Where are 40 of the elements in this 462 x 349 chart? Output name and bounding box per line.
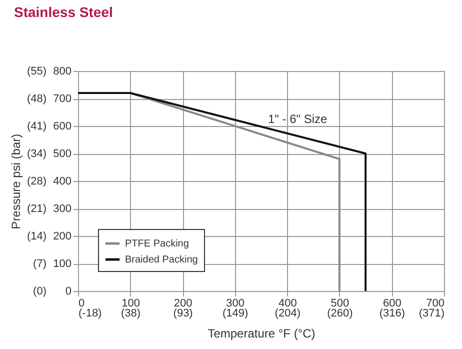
x2-tick-label: (371) [418, 308, 444, 320]
x-tick-label: 400 [278, 298, 297, 310]
y2-tick-label: (14) [26, 230, 46, 242]
x-tick-label: 100 [122, 298, 140, 310]
y2-tick-label: (48) [26, 93, 46, 106]
x2-tick-label: (260) [327, 308, 353, 320]
y-tick-label: 300 [53, 203, 72, 215]
y2-tick-label: (0) [33, 286, 46, 298]
y-tick-label: 200 [53, 230, 72, 242]
x-axis-title: Temperature °F (°C) [208, 326, 316, 340]
y-tick-label: 500 [53, 148, 72, 160]
x-tick-label: 200 [174, 298, 192, 310]
legend-label: Braided Packing [125, 254, 198, 266]
x-tick-label: 600 [383, 298, 402, 310]
y2-tick-label: (34) [26, 148, 46, 160]
y-tick-label: 800 [53, 66, 72, 78]
x-tick-label: 700 [426, 298, 444, 310]
y2-tick-label: (7) [33, 258, 46, 270]
x2-tick-label: (204) [274, 308, 300, 320]
y2-tick-label: (21) [26, 203, 46, 216]
y-tick-label: 600 [53, 120, 72, 132]
y-tick-label: 0 [65, 286, 72, 298]
y2-axis-title: Pressure psi (bar) [8, 134, 23, 230]
y-tick-label: 700 [53, 93, 72, 105]
legend-label: PTFE Packing [125, 238, 189, 250]
x-tick-label: 500 [330, 298, 350, 310]
y-tick-label: 400 [53, 176, 72, 188]
x2-tick-label: (-18) [78, 308, 102, 320]
y2-tick-label: (41) [26, 120, 46, 132]
x2-tick-label: (38) [121, 308, 141, 320]
x2-tick-label: (149) [222, 308, 248, 320]
y2-tick-label: (55) [26, 66, 46, 78]
y2-tick-label: (28) [26, 176, 46, 188]
x2-tick-label: (93) [173, 308, 193, 320]
x-tick-label: 300 [226, 298, 245, 310]
chart-title: Stainless Steel [14, 4, 113, 20]
y-tick-label: 100 [53, 258, 72, 270]
x-tick-label: 0 [78, 298, 85, 310]
x2-tick-label: (316) [379, 308, 406, 320]
annotation: 1" - 6" Size [268, 112, 328, 126]
